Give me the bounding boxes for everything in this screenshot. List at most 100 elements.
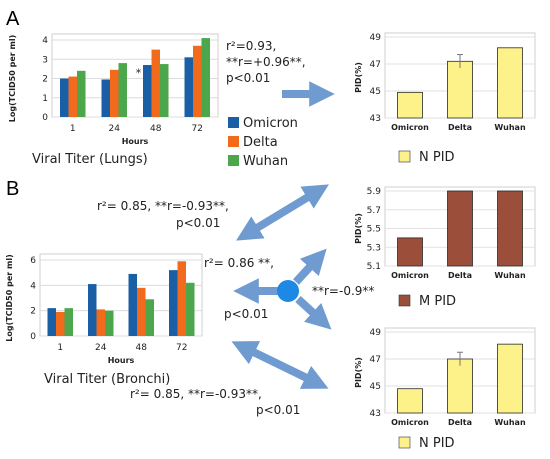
x-tick-label: Delta: [448, 271, 472, 280]
bar-delta-48: [151, 49, 160, 117]
stats-b-top: r²= 0.85, **r=-0.93**, p<0.01: [97, 199, 229, 230]
x-tick-label: 1: [70, 124, 76, 134]
stats-a: r²=0.93, **r=+0.96**, p<0.01: [226, 39, 306, 85]
arrow-b-top: [236, 184, 329, 241]
legend-swatch-omicron: [228, 117, 239, 128]
y-axis-label: Log(TCID50 per ml): [5, 254, 14, 341]
bar-wuhan-24: [118, 63, 127, 117]
bar-omicron-24: [88, 284, 97, 336]
y-tick-label: 3: [42, 55, 48, 65]
stats-b-mid-r2: r²= 0.86 **,: [204, 256, 274, 270]
x-tick-label: Omicron: [391, 123, 429, 132]
y-tick-label: 6: [30, 256, 36, 266]
lungs-titer-chart: 0 1 2 3 4 1 24 48 72 Hours Log(TCID50 per ml) Viral…: [8, 33, 219, 167]
stats-b-bot-r: r²= 0.85, **r=-0.93**,: [130, 387, 262, 401]
bar-delta-72: [177, 261, 186, 336]
arrow-b-mid-up: [293, 248, 327, 285]
y-axis-label: PID(%): [354, 357, 363, 388]
x-tick-label: 24: [109, 124, 121, 134]
bar-omicron-72: [184, 57, 193, 117]
y-tick-label: 0: [42, 113, 48, 123]
y-tick-label: 0: [30, 332, 36, 342]
significance-mark: *: [136, 67, 142, 80]
n-pid-chart-a: 43 45 47 49 Omicron Delta Wuhan PID(%) N PID: [354, 32, 536, 165]
legend-label: M PID: [419, 294, 456, 309]
bar-delta-24: [96, 309, 105, 336]
hub-node: [277, 280, 299, 302]
stats-b-mid-r: **r=-0.9**: [312, 284, 374, 298]
bar-omicron-24: [101, 79, 110, 117]
bar-delta-72: [193, 45, 202, 117]
stats-b-top-r: r²= 0.85, **r=-0.93**,: [97, 199, 229, 213]
legend-label-omicron: Omicron: [243, 116, 298, 131]
bar-delta: [447, 358, 473, 414]
bar-wuhan: [497, 47, 523, 119]
chart-title: Viral Titer (Lungs): [32, 152, 148, 167]
bar-wuhan: [497, 190, 523, 267]
arrow-b-mid-down: [295, 296, 332, 330]
bar-delta: [447, 60, 473, 119]
stats-b-mid-p: p<0.01: [224, 307, 268, 321]
bar-wuhan-24: [105, 310, 114, 336]
bar-omicron: [397, 388, 423, 414]
arrow-b-bottom: [231, 341, 329, 389]
y-tick-label: 43: [370, 409, 381, 419]
y-tick-label: 1: [42, 94, 48, 104]
stats-a-r: **r=+0.96**,: [226, 55, 306, 69]
m-pid-chart: 5.1 5.3 5.5 5.7 5.9 Omicron Delta Wuhan PID(%) M …: [354, 186, 536, 309]
panel-label-a: A: [6, 8, 20, 30]
x-tick-label: 48: [136, 343, 148, 353]
y-tick-label: 47: [370, 60, 381, 70]
stats-a-r2: r²=0.93,: [226, 39, 276, 53]
x-tick-label: 24: [95, 343, 107, 353]
x-tick-label: Wuhan: [494, 271, 526, 280]
n-pid-chart-b: 43 45 47 49 Omicron Delta Wuhan PID(%) N PID: [354, 327, 536, 451]
x-tick-label: 1: [57, 343, 63, 353]
legend-swatch: [398, 436, 411, 449]
legend-swatch: [398, 150, 411, 163]
x-tick-label: 72: [192, 124, 203, 134]
bar-omicron-1: [47, 308, 56, 336]
y-tick-label: 5.7: [367, 206, 381, 216]
legend-swatch-delta: [228, 136, 239, 147]
bar-omicron: [397, 237, 423, 267]
bar-wuhan-1: [64, 308, 73, 336]
x-tick-label: Wuhan: [494, 123, 526, 132]
bar-omicron-1: [60, 78, 69, 117]
bar-wuhan-72: [201, 38, 210, 118]
bar-delta: [447, 190, 473, 267]
legend-label: N PID: [419, 436, 455, 451]
bar-wuhan-48: [160, 64, 169, 117]
bar-omicron-72: [169, 270, 178, 336]
x-axis-label: Hours: [108, 356, 135, 365]
y-axis-label: PID(%): [354, 213, 363, 244]
bar-omicron-48: [128, 273, 137, 336]
x-tick-label: Omicron: [391, 418, 429, 427]
stats-b-mid: r²= 0.86 **, **r=-0.9** p<0.01: [204, 256, 374, 321]
x-tick-label: Delta: [448, 123, 472, 132]
y-tick-label: 2: [42, 75, 48, 85]
legend-label-wuhan: Wuhan: [243, 154, 288, 169]
stats-a-p: p<0.01: [226, 71, 270, 85]
y-axis-label: PID(%): [354, 62, 363, 93]
y-tick-label: 5.9: [367, 187, 382, 197]
y-tick-label: 49: [370, 33, 382, 43]
legend-label-delta: Delta: [243, 135, 278, 150]
bar-wuhan: [497, 343, 523, 414]
bar-delta-48: [137, 287, 146, 336]
x-tick-label: Wuhan: [494, 418, 526, 427]
y-tick-label: 5.3: [367, 243, 381, 253]
y-axis-label: Log(TCID50 per ml): [8, 35, 17, 122]
y-tick-label: 45: [370, 87, 381, 97]
y-tick-label: 4: [30, 281, 36, 291]
chart-title: Viral Titer (Bronchi): [44, 372, 170, 387]
y-tick-label: 47: [370, 355, 381, 365]
bar-delta-24: [110, 69, 119, 117]
bar-wuhan-48: [145, 299, 154, 336]
x-tick-label: Omicron: [391, 271, 429, 280]
bar-delta-1: [68, 76, 77, 117]
legend-label: N PID: [419, 150, 455, 165]
stats-b-top-p: p<0.01: [176, 216, 220, 230]
y-tick-label: 5.1: [367, 262, 381, 272]
